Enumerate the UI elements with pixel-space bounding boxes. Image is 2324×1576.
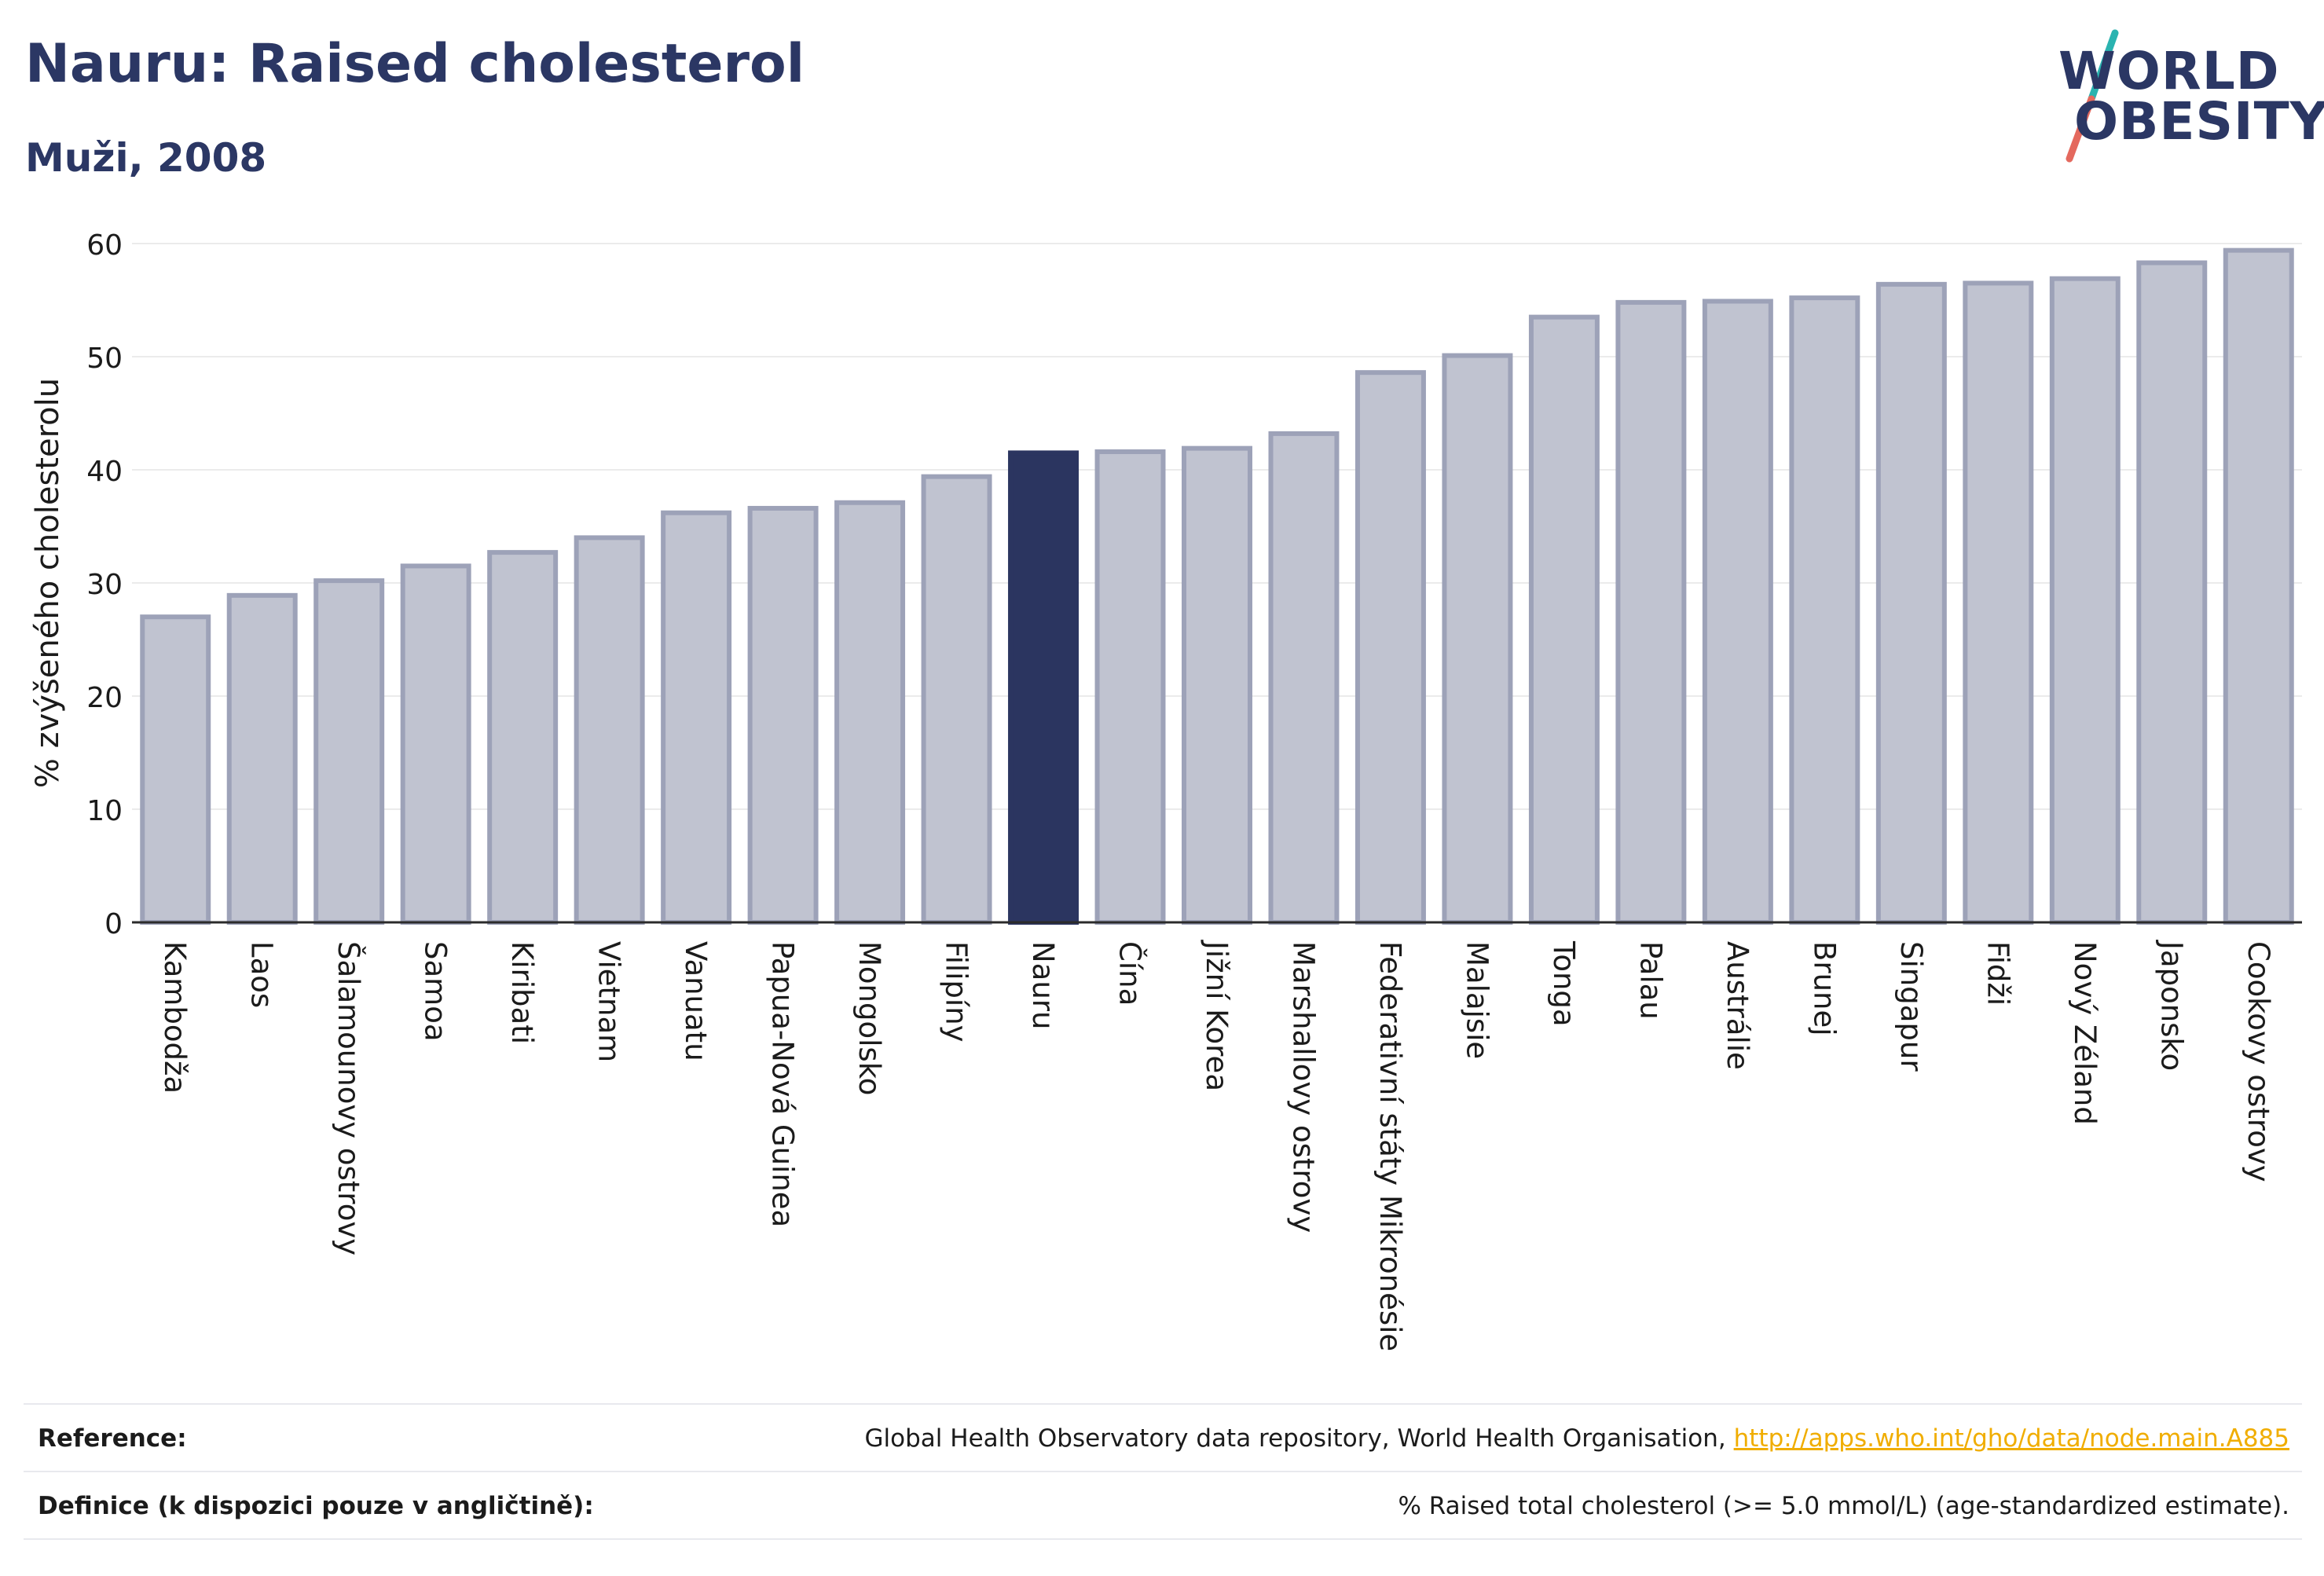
bar-Mongolsko[interactable] bbox=[834, 500, 906, 925]
x-tick-label: Samoa bbox=[419, 941, 453, 1042]
x-tick-label: Filipíny bbox=[940, 941, 973, 1043]
bar-Šalamounovy ostrovy[interactable] bbox=[313, 578, 385, 925]
x-tick-label: Čína bbox=[1113, 941, 1148, 1006]
definition-text: % Raised total cholesterol (>= 5.0 mmol/… bbox=[1398, 1492, 2289, 1520]
bar-chart: 0 10 20 30 40 50 60 Kambodža Laos Šalamounovy os… bbox=[30, 229, 2302, 1351]
reference-row: Reference: Global Health Observatory dat… bbox=[24, 1406, 2302, 1471]
reference-text: Global Health Observatory data repositor… bbox=[864, 1424, 1726, 1453]
x-tick-label: Vanuatu bbox=[679, 941, 713, 1061]
bar-Laos[interactable] bbox=[226, 592, 298, 925]
x-tick-label: Malajsie bbox=[1460, 941, 1494, 1059]
x-tick-label: Japonsko bbox=[2154, 940, 2188, 1071]
y-tick-label: 40 bbox=[86, 456, 123, 488]
y-axis-ticks: 0 10 20 30 40 50 60 bbox=[86, 229, 123, 940]
bar-Palau[interactable] bbox=[1615, 299, 1687, 925]
bar-Vanuatu[interactable] bbox=[661, 510, 732, 925]
x-tick-label: Tonga bbox=[1547, 940, 1581, 1027]
y-tick-label: 60 bbox=[86, 229, 123, 262]
x-tick-label: Singapur bbox=[1894, 941, 1928, 1072]
x-tick-label: Brunej bbox=[1807, 941, 1841, 1036]
bar-Marshallovy ostrovy[interactable] bbox=[1268, 431, 1340, 925]
footer-divider bbox=[24, 1471, 2302, 1472]
bar-Filipíny[interactable] bbox=[921, 474, 992, 925]
x-tick-label: Kambodža bbox=[158, 941, 192, 1094]
logo-slash-icon bbox=[2066, 29, 2119, 163]
y-tick-label: 10 bbox=[86, 795, 123, 827]
bar-Fidži[interactable] bbox=[1963, 280, 2034, 925]
bar-Austrálie[interactable] bbox=[1702, 299, 1773, 925]
footer-divider bbox=[24, 1403, 2302, 1405]
footer-divider bbox=[24, 1538, 2302, 1540]
y-tick-label: 30 bbox=[86, 569, 123, 601]
bar-Čína[interactable] bbox=[1094, 449, 1166, 925]
x-tick-label: Papua-Nová Guinea bbox=[766, 941, 800, 1227]
x-tick-label: Nauru bbox=[1026, 941, 1060, 1029]
x-tick-label: Šalamounovy ostrovy bbox=[332, 941, 366, 1255]
bar-Malajsie[interactable] bbox=[1442, 353, 1513, 925]
bar-Japonsko[interactable] bbox=[2136, 260, 2208, 925]
bar-Tonga[interactable] bbox=[1528, 314, 1600, 925]
reference-link[interactable]: http://apps.who.int/gho/data/node.main.A… bbox=[1733, 1424, 2289, 1453]
y-tick-label: 20 bbox=[86, 682, 123, 714]
x-tick-label: Mongolsko bbox=[852, 941, 886, 1095]
x-tick-label: Laos bbox=[245, 941, 279, 1008]
x-tick-label: Austrálie bbox=[1721, 941, 1754, 1070]
x-tick-label: Nový Zéland bbox=[2068, 941, 2102, 1125]
x-tick-label: Federativní státy Mikronésie bbox=[1373, 941, 1407, 1351]
reference-label: Reference: bbox=[38, 1424, 187, 1453]
bar-Nauru[interactable] bbox=[1008, 450, 1080, 925]
bars bbox=[132, 247, 2302, 925]
bar-Nový Zéland[interactable] bbox=[2049, 276, 2121, 925]
x-axis-labels: Kambodža Laos Šalamounovy ostrovy Samoa Kiri… bbox=[158, 940, 2275, 1351]
bar-Jižní Korea[interactable] bbox=[1182, 445, 1252, 925]
bar-Cookovy ostrovy[interactable] bbox=[2223, 247, 2294, 925]
bar-Brunej[interactable] bbox=[1789, 295, 1860, 925]
x-tick-label: Cookovy ostrovy bbox=[2242, 941, 2275, 1182]
x-tick-label: Kiribati bbox=[505, 941, 539, 1044]
reference-value: Global Health Observatory data repositor… bbox=[865, 1424, 2302, 1453]
bar-Singapur[interactable] bbox=[1875, 281, 1947, 925]
definition-row: Definice (k dispozici pouze v angličtině… bbox=[24, 1474, 2302, 1538]
bar-Federativní státy Mikronésie[interactable] bbox=[1354, 370, 1426, 925]
x-tick-label: Marshallovy ostrovy bbox=[1286, 941, 1320, 1233]
bar-Papua-Nová Guinea[interactable] bbox=[747, 505, 819, 925]
x-tick-label: Palau bbox=[1633, 941, 1667, 1020]
bar-Vietnam[interactable] bbox=[574, 535, 645, 925]
x-tick-label: Vietnam bbox=[592, 941, 626, 1062]
definition-label: Definice (k dispozici pouze v angličtině… bbox=[38, 1492, 594, 1520]
y-tick-label: 0 bbox=[104, 908, 123, 940]
logo-line1: WORLD bbox=[2058, 41, 2280, 101]
bar-Samoa[interactable] bbox=[400, 563, 471, 925]
world-obesity-logo[interactable]: WORLD OBESITY bbox=[2043, 24, 2324, 165]
y-tick-label: 50 bbox=[86, 343, 123, 375]
chart-subtitle: Muži, 2008 bbox=[25, 135, 267, 181]
chart-title: Nauru: Raised cholesterol bbox=[25, 33, 805, 95]
x-tick-label: Fidži bbox=[1981, 941, 2014, 1006]
bar-Kiribati[interactable] bbox=[487, 550, 559, 925]
bar-Kambodža[interactable] bbox=[140, 614, 211, 925]
logo-line2: OBESITY bbox=[2074, 91, 2324, 152]
y-axis-label: % zvýšeného cholesterolu bbox=[30, 378, 66, 788]
x-tick-label: Jižní Korea bbox=[1200, 940, 1233, 1091]
